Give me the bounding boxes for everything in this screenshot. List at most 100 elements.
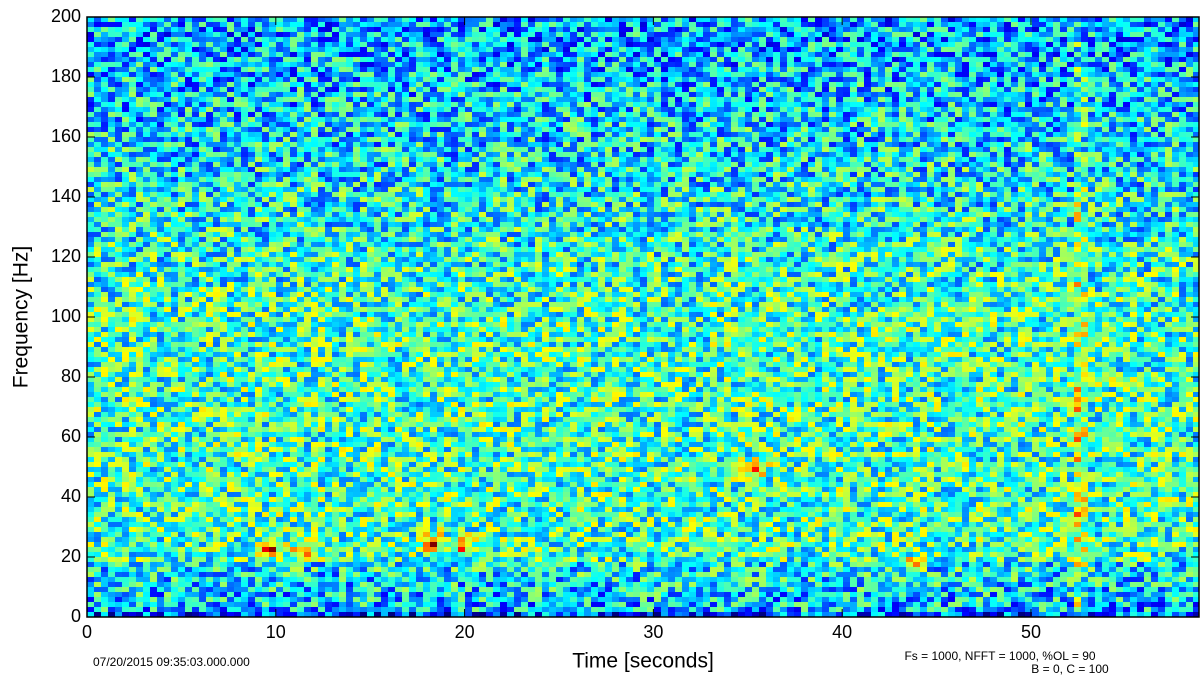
spectrogram-cell <box>647 52 654 57</box>
spectrogram-cell <box>164 27 171 32</box>
spectrogram-cell <box>997 137 1004 142</box>
spectrogram-cell <box>304 137 311 142</box>
spectrogram-cell <box>752 67 759 72</box>
spectrogram-cell <box>780 57 787 62</box>
spectrogram-cell <box>549 122 556 127</box>
spectrogram-cell <box>199 77 206 82</box>
spectrogram-cell <box>1158 162 1165 167</box>
spectrogram-cell <box>1095 147 1102 152</box>
spectrogram-cell <box>402 27 409 32</box>
spectrogram-cell <box>276 42 283 47</box>
spectrogram-cell <box>409 62 416 67</box>
spectrogram-cell <box>1158 142 1165 147</box>
spectrogram-cell <box>521 117 528 122</box>
spectrogram-cell <box>381 107 388 112</box>
spectrogram-cell <box>493 142 500 147</box>
spectrogram-cell <box>199 172 206 177</box>
spectrogram-cell <box>1060 127 1067 132</box>
spectrogram-cell <box>416 82 423 87</box>
spectrogram-cell <box>724 137 731 142</box>
spectrogram-cell <box>1039 112 1046 117</box>
spectrogram-cell <box>318 107 325 112</box>
spectrogram-cell <box>766 107 773 112</box>
spectrogram-cell <box>318 167 325 172</box>
spectrogram-cell <box>584 127 591 132</box>
spectrogram-cell <box>87 112 94 117</box>
spectrogram-cell <box>920 137 927 142</box>
spectrogram-cell <box>745 142 752 147</box>
spectrogram-cell <box>696 32 703 37</box>
spectrogram-cell <box>332 82 339 87</box>
spectrogram-cell <box>710 127 717 132</box>
spectrogram-cell <box>941 142 948 147</box>
spectrogram-cell <box>955 122 962 127</box>
spectrogram-cell <box>899 87 906 92</box>
spectrogram-cell <box>829 47 836 52</box>
spectrogram-cell <box>129 87 136 92</box>
spectrogram-cell <box>605 42 612 47</box>
spectrogram-cell <box>339 132 346 137</box>
spectrogram-cell <box>878 92 885 97</box>
spectrogram-cell <box>248 122 255 127</box>
spectrogram-cell <box>724 107 731 112</box>
spectrogram-cell <box>920 97 927 102</box>
spectrogram-cell <box>577 57 584 62</box>
spectrogram-cell <box>808 117 815 122</box>
spectrogram-cell <box>304 37 311 42</box>
spectrogram-cell <box>339 67 346 72</box>
spectrogram-cell <box>829 32 836 37</box>
spectrogram-cell <box>101 62 108 67</box>
spectrogram-cell <box>605 107 612 112</box>
spectrogram-cell <box>402 157 409 162</box>
spectrogram-cell <box>1137 137 1144 142</box>
spectrogram-cell <box>1032 87 1039 92</box>
spectrogram-cell <box>990 22 997 27</box>
spectrogram-cell <box>563 22 570 27</box>
spectrogram-cell <box>892 137 899 142</box>
spectrogram-cell <box>913 72 920 77</box>
spectrogram-cell <box>108 172 115 177</box>
spectrogram-cell <box>717 52 724 57</box>
spectrogram-cell <box>115 27 122 32</box>
spectrogram-cell <box>1025 77 1032 82</box>
spectrogram-cell <box>227 52 234 57</box>
spectrogram-cell <box>773 67 780 72</box>
spectrogram-cell <box>647 147 654 152</box>
spectrogram-cell <box>1137 102 1144 107</box>
spectrogram-cell <box>920 27 927 32</box>
spectrogram-cell <box>836 132 843 137</box>
spectrogram-cell <box>500 92 507 97</box>
spectrogram-cell <box>836 127 843 132</box>
spectrogram-cell <box>402 42 409 47</box>
spectrogram-cell <box>815 157 822 162</box>
spectrogram-cell <box>206 92 213 97</box>
spectrogram-cell <box>1025 62 1032 67</box>
spectrogram-cell <box>801 37 808 42</box>
spectrogram-cell <box>1193 27 1199 32</box>
spectrogram-cell <box>339 122 346 127</box>
spectrogram-cell <box>731 87 738 92</box>
spectrogram-cell <box>269 152 276 157</box>
spectrogram-cell <box>934 142 941 147</box>
spectrogram-cell <box>479 162 486 167</box>
spectrogram-cell <box>1074 77 1081 82</box>
spectrogram-cell <box>913 167 920 172</box>
spectrogram-cell <box>591 162 598 167</box>
spectrogram-cell <box>626 112 633 117</box>
spectrogram-cell <box>129 97 136 102</box>
spectrogram-cell <box>913 147 920 152</box>
spectrogram-cell <box>1018 62 1025 67</box>
spectrogram-cell <box>535 142 542 147</box>
spectrogram-cell <box>871 127 878 132</box>
spectrogram-cell <box>752 152 759 157</box>
spectrogram-cell <box>591 97 598 102</box>
spectrogram-cell <box>458 72 465 77</box>
spectrogram-cell <box>108 117 115 122</box>
spectrogram-cell <box>591 152 598 157</box>
spectrogram-cell <box>549 107 556 112</box>
spectrogram-cell <box>759 132 766 137</box>
spectrogram-cell <box>1102 152 1109 157</box>
spectrogram-cell <box>1144 147 1151 152</box>
spectrogram-cell <box>1137 67 1144 72</box>
spectrogram-cell <box>696 132 703 137</box>
